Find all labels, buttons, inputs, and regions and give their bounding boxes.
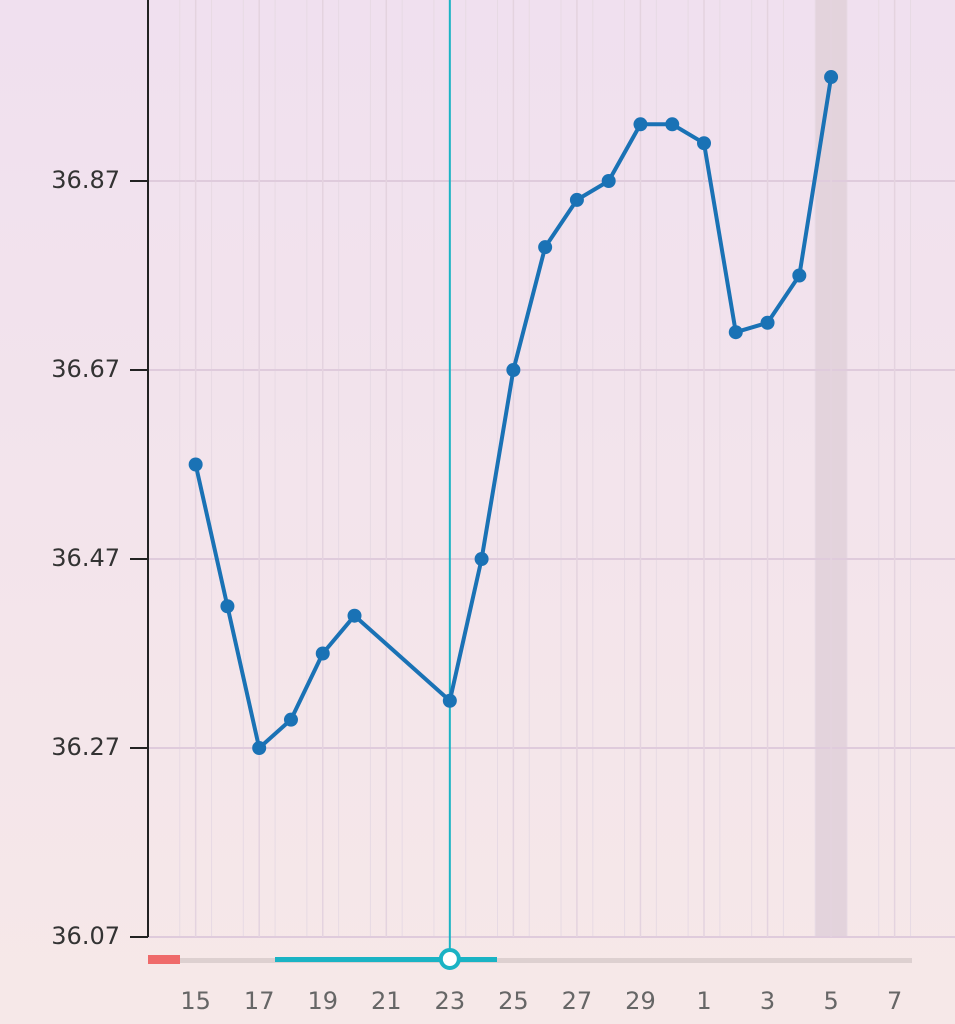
- x-tick-label: 15: [180, 987, 211, 1015]
- y-tick-label: 37.07: [51, 0, 120, 5]
- data-point: [220, 599, 235, 614]
- x-tick-label: 3: [760, 987, 775, 1015]
- y-tick-label: 36.87: [51, 166, 120, 194]
- data-point: [506, 363, 521, 377]
- x-tick-label: 25: [498, 987, 529, 1015]
- data-point: [442, 693, 457, 708]
- data-point: [283, 712, 298, 727]
- x-tick-label: 23: [435, 987, 466, 1015]
- data-point: [538, 240, 553, 255]
- data-point: [188, 457, 203, 472]
- data-point: [824, 70, 839, 85]
- data-point: [252, 741, 267, 755]
- x-tick-label: 29: [625, 987, 656, 1015]
- slider-track: [148, 958, 912, 963]
- data-point: [665, 117, 680, 132]
- x-tick-label: 1: [696, 987, 711, 1015]
- data-point: [315, 646, 330, 661]
- x-tick-label: 17: [244, 987, 275, 1015]
- slider-handle[interactable]: [438, 948, 461, 970]
- slider-range[interactable]: [275, 957, 497, 962]
- slider-marker: [148, 955, 180, 964]
- x-tick-label: 5: [823, 987, 838, 1015]
- data-point: [728, 325, 743, 340]
- x-tick-label: 21: [371, 987, 402, 1015]
- y-tick-label: 36.47: [51, 544, 120, 572]
- data-point: [474, 552, 489, 566]
- y-tick-label: 36.67: [51, 355, 120, 383]
- y-tick-label: 36.27: [51, 733, 120, 761]
- data-point: [697, 136, 712, 151]
- data-point: [633, 117, 648, 132]
- x-tick-label: 7: [887, 987, 902, 1015]
- x-tick-label: 27: [562, 987, 593, 1015]
- data-point: [760, 315, 775, 330]
- x-tick-label: 19: [307, 987, 338, 1015]
- data-point: [792, 268, 807, 283]
- y-tick-label: 36.07: [51, 922, 120, 950]
- data-point: [601, 174, 616, 188]
- data-point: [347, 608, 362, 623]
- data-point: [569, 192, 584, 207]
